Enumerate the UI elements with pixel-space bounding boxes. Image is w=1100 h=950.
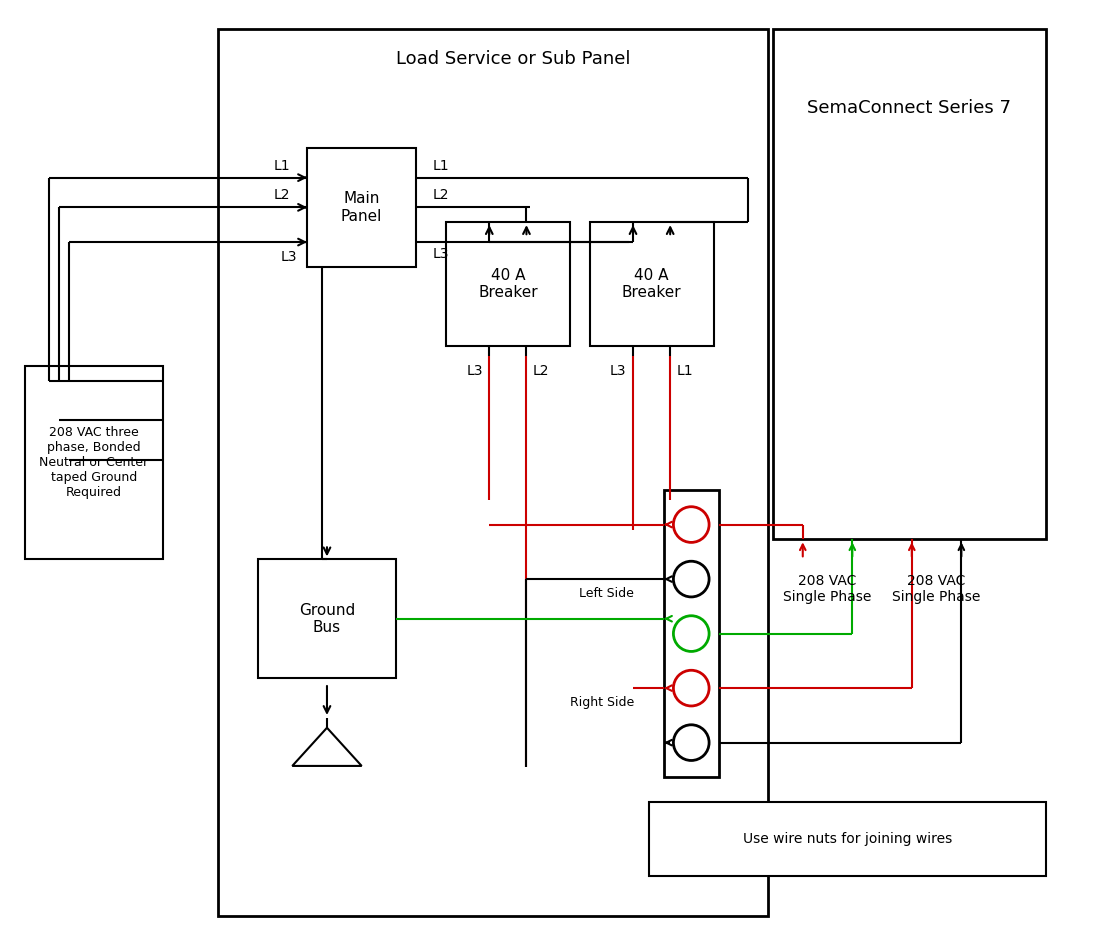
Text: L1: L1 bbox=[274, 159, 290, 173]
Text: Ground
Bus: Ground Bus bbox=[299, 602, 355, 635]
Text: 208 VAC three
phase, Bonded
Neutral or Center
taped Ground
Required: 208 VAC three phase, Bonded Neutral or C… bbox=[40, 427, 148, 499]
Text: L1: L1 bbox=[676, 364, 693, 378]
Circle shape bbox=[673, 561, 710, 597]
Text: L2: L2 bbox=[274, 188, 290, 202]
Bar bbox=[773, 28, 1046, 540]
Bar bbox=[307, 148, 416, 267]
Text: L2: L2 bbox=[534, 364, 550, 378]
Text: 40 A
Breaker: 40 A Breaker bbox=[621, 268, 681, 300]
Circle shape bbox=[673, 671, 710, 706]
Text: Load Service or Sub Panel: Load Service or Sub Panel bbox=[396, 49, 630, 67]
Text: L2: L2 bbox=[432, 188, 449, 202]
Circle shape bbox=[673, 725, 710, 760]
Text: L3: L3 bbox=[282, 250, 298, 264]
Circle shape bbox=[673, 616, 710, 652]
Bar bbox=[218, 28, 768, 916]
Polygon shape bbox=[293, 728, 362, 766]
Text: SemaConnect Series 7: SemaConnect Series 7 bbox=[807, 99, 1011, 117]
Bar bbox=[590, 222, 714, 346]
Bar bbox=[446, 222, 570, 346]
Bar bbox=[257, 560, 396, 678]
Text: L1: L1 bbox=[432, 159, 449, 173]
Bar bbox=[649, 802, 1046, 877]
Text: L3: L3 bbox=[432, 247, 449, 261]
Text: L3: L3 bbox=[466, 364, 483, 378]
Text: Left Side: Left Side bbox=[580, 587, 635, 600]
Bar bbox=[664, 490, 718, 777]
Circle shape bbox=[673, 506, 710, 542]
Text: Right Side: Right Side bbox=[570, 696, 635, 710]
Bar bbox=[24, 366, 164, 560]
Text: 40 A
Breaker: 40 A Breaker bbox=[478, 268, 538, 300]
Text: Use wire nuts for joining wires: Use wire nuts for joining wires bbox=[742, 832, 952, 846]
Text: Main
Panel: Main Panel bbox=[341, 191, 383, 223]
Text: 208 VAC
Single Phase: 208 VAC Single Phase bbox=[783, 574, 871, 604]
Text: 208 VAC
Single Phase: 208 VAC Single Phase bbox=[892, 574, 981, 604]
Text: L3: L3 bbox=[609, 364, 626, 378]
